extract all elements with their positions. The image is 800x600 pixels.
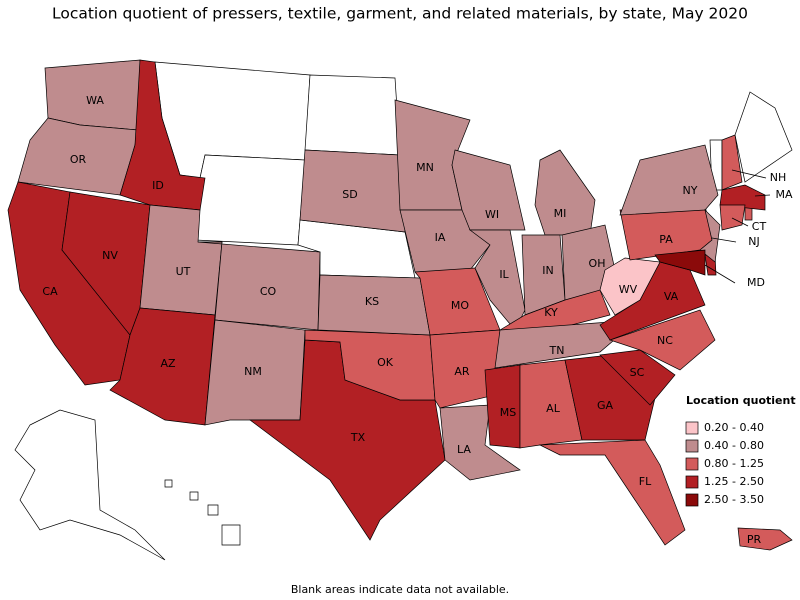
state [468,229,526,331]
legend-label: 2.50 - 3.50 [704,493,764,506]
state [599,349,676,406]
state [519,359,583,449]
legend-swatch [685,457,699,471]
state-label: KS [365,295,379,308]
state-label: NV [102,249,118,262]
callout-line [754,194,771,197]
state [119,59,206,211]
state-label: OR [70,153,87,166]
legend-title: Location quotient [686,394,796,407]
state-blank [164,479,173,488]
state-label: NC [657,334,673,347]
state-label: SC [630,366,645,379]
state-label: OK [377,356,394,369]
state-label: PR [747,533,762,546]
states: WA OR CA NV ID UT AZ CO NM TX OK KS SD MN IA MO AR LA WI IL… [7,59,793,551]
state [737,527,793,551]
state-label: OH [589,257,606,270]
state-label: MI [554,207,567,220]
state-label: WI [485,208,499,221]
state-label: IN [542,264,553,277]
state [534,149,596,236]
state [699,208,721,263]
state-blank [221,524,241,546]
state-label: IA [435,231,446,244]
state-blank [304,74,401,156]
state [719,184,766,211]
state-label: GA [597,399,614,412]
callout-line [731,217,749,227]
legend-swatch [685,493,699,507]
state [599,257,661,316]
legend-swatch [685,421,699,435]
state-label: MO [451,299,469,312]
state-blank [207,504,219,516]
legend-swatch [685,475,699,489]
state-blank [734,91,793,183]
state-label: LA [457,443,471,456]
state-label: CT [752,220,767,233]
state-label: MS [500,406,516,419]
state-label: NJ [748,235,759,248]
state-label: FL [639,475,652,488]
state-label: TN [549,344,565,357]
state-label: WV [619,283,638,296]
state-label: WA [86,94,104,107]
state-label: AL [546,402,561,415]
state-label: CA [42,285,58,298]
callout-line [731,169,767,179]
state-label: KY [544,306,558,319]
state [654,249,706,276]
state [619,144,719,216]
callout-line [704,264,736,284]
state-label: ID [152,179,164,192]
state-label: MA [775,188,792,201]
state [399,209,491,273]
map-title: Location quotient of pressers, textile, … [52,5,748,23]
callout-line [711,237,737,243]
state-label: NY [683,184,698,197]
state-label: IL [499,268,509,281]
state-label: NH [770,171,787,184]
state [719,204,746,231]
state-label: MD [747,276,765,289]
blank-states [14,61,793,561]
state [109,307,216,426]
state-label: PA [659,233,673,246]
footnote: Blank areas indicate data not available. [291,583,509,596]
state-label: SD [342,188,357,201]
state [538,439,686,546]
state-blank [189,491,199,501]
state [429,329,501,409]
legend-label: 1.25 - 2.50 [704,475,764,488]
state-label: CO [260,285,277,298]
legend-label: 0.20 - 0.40 [704,421,764,434]
state-blank [14,409,166,561]
state [197,241,321,331]
state-label: AR [454,365,470,378]
state-blank [194,154,306,246]
state-label: AZ [160,357,176,370]
state-label: NM [244,365,262,378]
state [721,134,743,191]
state-label: VA [664,290,679,303]
legend-label: 0.80 - 1.25 [704,457,764,470]
state-label: UT [176,265,191,278]
callouts [704,169,771,284]
legend: Location quotient 0.20 - 0.40 0.40 - 0.80… [685,394,796,507]
state [608,309,716,371]
state-label: TX [350,431,366,444]
legend-swatch [685,439,699,453]
state-label: MN [416,161,434,174]
legend-label: 0.40 - 0.80 [704,439,764,452]
